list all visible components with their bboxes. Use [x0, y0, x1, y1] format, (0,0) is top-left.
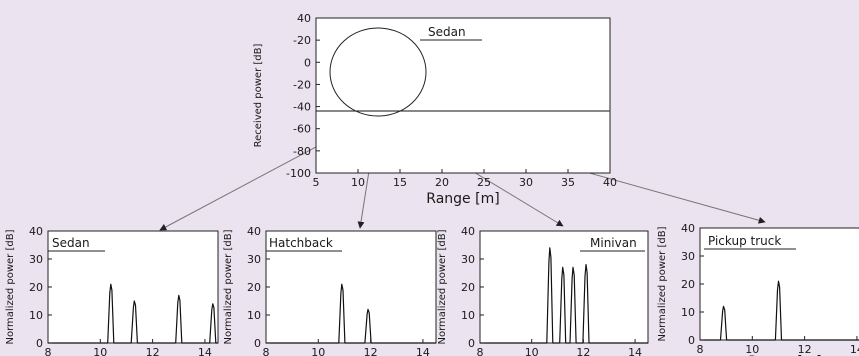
vehicle-label-sedan: Sedan — [52, 236, 90, 250]
x-tick-label: 35 — [561, 176, 575, 189]
x-tick-label: 12 — [576, 346, 590, 356]
x-tick-label: 10 — [351, 176, 365, 189]
y-tick-label: 40 — [461, 225, 475, 238]
x-tick-label: 12 — [798, 343, 812, 356]
y-axis-label: Normalized power [dB] — [5, 229, 16, 344]
vehicle-label-hatchback: Hatchback — [269, 236, 333, 250]
chart-minivan: 8101214010203040Range [m]Normalized powe… — [437, 225, 649, 356]
y-tick-label: 40 — [297, 12, 311, 25]
series-line-hatchback — [266, 283, 436, 344]
y-axis-label: Normalized power [dB] — [437, 229, 448, 344]
y-tick-label: -100 — [286, 167, 311, 180]
y-tick-label: 40 — [681, 222, 695, 235]
x-tick-label: 14 — [416, 346, 430, 356]
x-tick-label: 14 — [628, 346, 642, 356]
y-axis-label: Normalized power [dB] — [657, 226, 668, 341]
x-tick-label: 8 — [697, 343, 704, 356]
chart-hatchback: 8101214010203040Range [m]Normalized powe… — [223, 225, 437, 356]
x-tick-label: 12 — [364, 346, 378, 356]
y-tick-label: 30 — [461, 253, 475, 266]
x-tick-label: 10 — [525, 346, 539, 356]
y-tick-label: 20 — [461, 281, 475, 294]
x-tick-label: 14 — [198, 346, 212, 356]
x-tick-label: 5 — [313, 176, 320, 189]
y-axis-label: Received power [dB] — [253, 44, 264, 148]
highlight-ellipse — [329, 27, 427, 117]
y-tick-label: 10 — [29, 309, 43, 322]
y-tick-label: 0 — [304, 56, 311, 69]
y-tick-label: 0 — [688, 334, 695, 347]
y-tick-label: -20 — [293, 78, 311, 91]
x-tick-label: 8 — [45, 346, 52, 356]
x-tick-label: 25 — [477, 176, 491, 189]
x-tick-label: 30 — [519, 176, 533, 189]
x-tick-label: 40 — [603, 176, 617, 189]
chart-pickup: 8 10 12 14 0 10 20 30 40 Range [m] Normalized powe… — [657, 222, 859, 356]
y-tick-label: 30 — [29, 253, 43, 266]
y-axis-label: Normalized power [dB] — [223, 229, 234, 344]
x-tick-label: 10 — [745, 343, 759, 356]
y-tick-label: 20 — [681, 278, 695, 291]
y-tick-label: -80 — [293, 145, 311, 158]
y-tick-label: 20 — [29, 281, 43, 294]
y-tick-label: -20 — [293, 34, 311, 47]
x-tick-label: 10 — [311, 346, 325, 356]
x-axis-label: Range [m] — [748, 354, 821, 356]
charts: 5 10 15 20 25 30 35 40 40 -20 0 -20 -40 -60 -80 -100 Ran… — [5, 12, 859, 356]
y-tick-label: 0 — [468, 337, 475, 350]
y-tick-label: 0 — [36, 337, 43, 350]
y-tick-label: 20 — [247, 281, 261, 294]
x-tick-label: 12 — [146, 346, 160, 356]
series-line-pickup — [700, 280, 859, 341]
vehicle-label-pickup: Pickup truck — [708, 234, 781, 248]
x-tick-label: 10 — [93, 346, 107, 356]
plot-area-hatchback — [265, 230, 437, 344]
plot-area-main — [315, 17, 611, 174]
x-axis-label: Range [m] — [426, 191, 499, 207]
x-tick-label: 8 — [263, 346, 270, 356]
series-line-minivan — [480, 247, 648, 344]
y-tick-label: 10 — [461, 309, 475, 322]
x-tick-label: 8 — [477, 346, 484, 356]
y-tick-label: -40 — [293, 101, 311, 114]
x-tick-label: 14 — [850, 343, 859, 356]
x-tick-label: 15 — [393, 176, 407, 189]
y-tick-label: 30 — [681, 250, 695, 263]
y-tick-label: 40 — [247, 225, 261, 238]
series-line-sedan — [48, 283, 218, 344]
vehicle-label-minivan: Minivan — [590, 236, 637, 250]
vehicle-label-main: Sedan — [428, 25, 466, 39]
y-tick-label: 0 — [254, 337, 261, 350]
chart-main: 5 10 15 20 25 30 35 40 40 -20 0 -20 -40 -60 -80 -100 Ran… — [253, 12, 617, 207]
y-tick-label: 10 — [247, 309, 261, 322]
x-tick-label: 20 — [435, 176, 449, 189]
y-tick-label: 10 — [681, 306, 695, 319]
plot-area-sedan — [47, 230, 219, 344]
y-tick-label: 40 — [29, 225, 43, 238]
y-tick-label: 30 — [247, 253, 261, 266]
y-tick-label: -60 — [293, 123, 311, 136]
chart-sedan: 8101214010203040Range [m]Normalized powe… — [5, 225, 219, 356]
